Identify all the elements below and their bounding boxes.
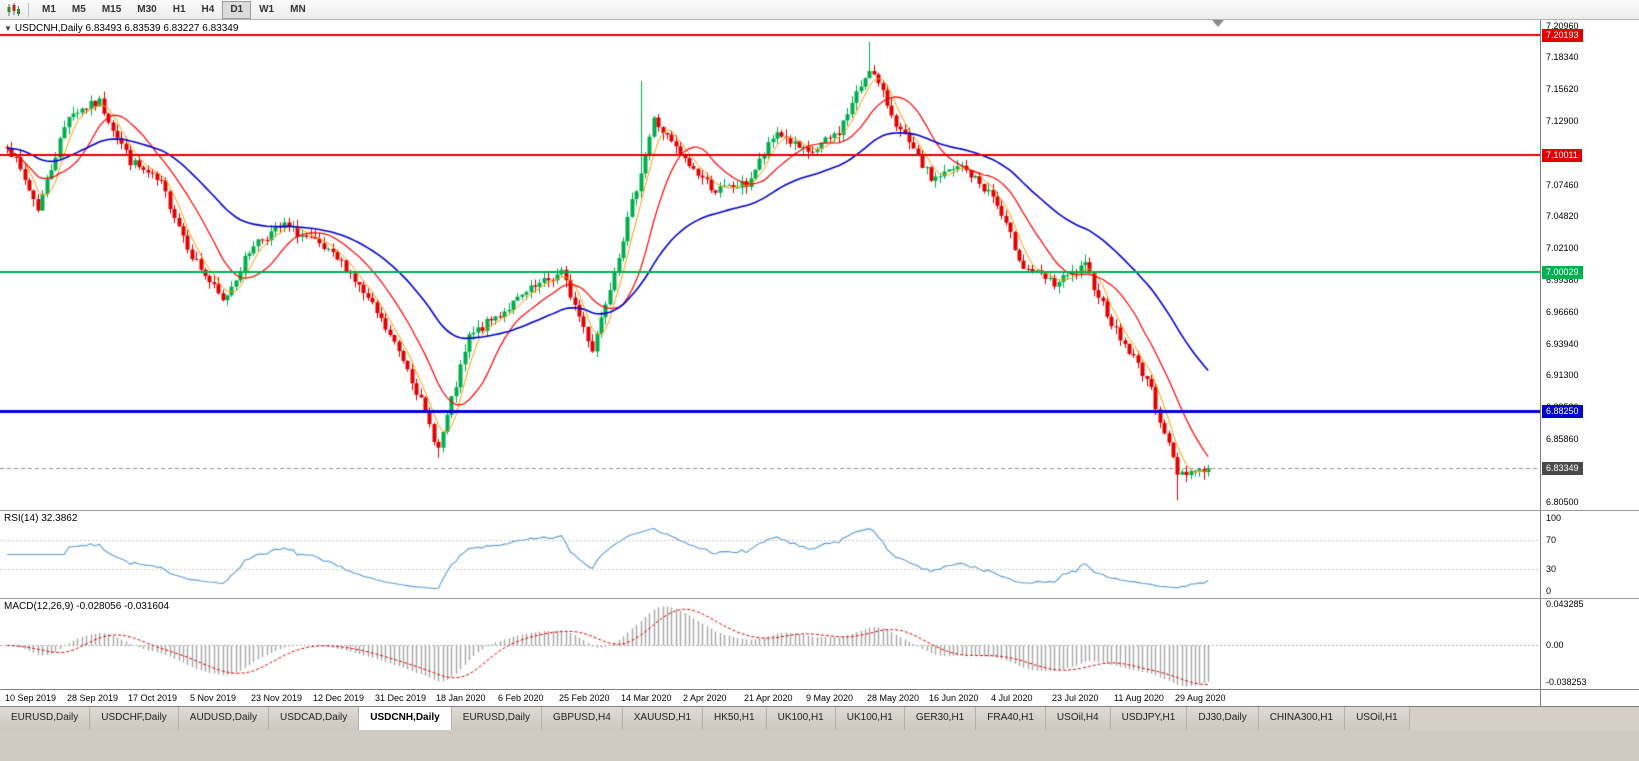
status-strip <box>0 730 1639 761</box>
level-price-badge: 7.10011 <box>1542 149 1582 162</box>
macd-tick: 0.00 <box>1546 640 1564 650</box>
chart-icon[interactable] <box>5 2 21 17</box>
chart-tab-usdjpy-h1[interactable]: USDJPY,H1 <box>1110 707 1188 730</box>
chart-tab-usdchf-daily[interactable]: USDCHF,Daily <box>90 707 179 730</box>
price-tick: 7.18340 <box>1546 52 1579 62</box>
chart-tab-uk100-h1[interactable]: UK100,H1 <box>835 707 905 730</box>
price-tick: 6.80500 <box>1546 497 1579 507</box>
price-tick: 6.93940 <box>1546 339 1579 349</box>
chart-tab-gbpusd-h4[interactable]: GBPUSD,H4 <box>541 707 623 730</box>
chart-title: ▼ USDCNH,Daily 6.83493 6.83539 6.83227 6.… <box>4 23 238 34</box>
macd-axis[interactable]: 0.043285 0.00 -0.038253 <box>1540 599 1639 689</box>
rsi-canvas[interactable] <box>0 511 1540 598</box>
timeframe-button-mn[interactable]: MN <box>290 3 306 15</box>
price-tick: 6.99380 <box>1546 275 1579 285</box>
timeframe-button-m30[interactable]: M30 <box>137 3 157 15</box>
price-tick: 6.85860 <box>1546 434 1579 444</box>
current-price-badge: 6.83349 <box>1542 462 1583 475</box>
date-label: 5 Nov 2019 <box>190 693 237 703</box>
price-tick: 7.20960 <box>1546 21 1579 31</box>
chart-tab-usoil-h4[interactable]: USOil,H4 <box>1045 707 1111 730</box>
price-tick: 6.96660 <box>1546 307 1579 317</box>
timeframe-button-h1[interactable]: H1 <box>172 3 186 15</box>
chart-tab-xauusd-h1[interactable]: XAUUSD,H1 <box>622 707 704 730</box>
chart-tab-usdcnh-daily[interactable]: USDCNH,Daily <box>359 707 452 730</box>
date-label: 9 May 2020 <box>806 693 854 703</box>
chart-tab-china300-h1[interactable]: CHINA300,H1 <box>1258 707 1346 730</box>
timeframe-button-m5[interactable]: M5 <box>71 3 86 15</box>
rsi-plot[interactable]: RSI(14) 32.3862 <box>0 511 1540 598</box>
rsi-axis[interactable]: 100 70 30 0 <box>1540 511 1639 598</box>
rsi-label: RSI(14) 32.3862 <box>4 513 78 524</box>
timeframe-button-m1[interactable]: M1 <box>42 3 56 15</box>
macd-plot[interactable]: MACD(12,26,9) -0.028056 -0.031604 <box>0 599 1540 689</box>
macd-tick: -0.038253 <box>1546 677 1587 687</box>
chart-tab-audusd-daily[interactable]: AUDUSD,Daily <box>178 707 270 730</box>
price-plot[interactable]: ▼ USDCNH,Daily 6.83493 6.83539 6.83227 6.… <box>0 20 1540 510</box>
date-label: 17 Oct 2019 <box>128 693 178 703</box>
date-label: 4 Jul 2020 <box>991 693 1033 703</box>
chart-tab-usoil-h1[interactable]: USOil,H1 <box>1345 707 1410 730</box>
date-label: 16 Jun 2020 <box>929 693 979 703</box>
timeframe-button-h4[interactable]: H4 <box>201 3 215 15</box>
macd-label: MACD(12,26,9) -0.028056 -0.031604 <box>4 601 170 612</box>
date-label: 28 Sep 2019 <box>67 693 119 703</box>
date-label: 11 Aug 2020 <box>1114 693 1164 703</box>
date-label: 21 Apr 2020 <box>744 693 793 703</box>
chart-tab-uk100-h1[interactable]: UK100,H1 <box>766 707 836 730</box>
rsi-panel: RSI(14) 32.3862 100 70 30 0 <box>0 510 1639 598</box>
toolbar-separator <box>28 2 29 17</box>
date-label: 6 Feb 2020 <box>498 693 544 703</box>
rsi-tick: 70 <box>1546 535 1557 545</box>
timeframe-button-w1[interactable]: W1 <box>259 3 275 15</box>
date-label: 18 Jan 2020 <box>436 693 486 703</box>
price-tick: 7.02100 <box>1546 243 1579 253</box>
date-label: 25 Feb 2020 <box>559 693 610 703</box>
chart-tabs: EURUSD,Daily USDCHF,Daily AUDUSD,Daily USDC… <box>0 706 1639 730</box>
rsi-tick: 30 <box>1546 564 1557 574</box>
chart-tab-eurusd-daily[interactable]: EURUSD,Daily <box>0 707 91 730</box>
price-axis[interactable]: 7.209607.183407.156207.129007.101807.074… <box>1540 20 1639 510</box>
price-tick: 7.15620 <box>1546 84 1579 94</box>
date-label: 28 May 2020 <box>867 693 920 703</box>
timeframe-button-d1[interactable]: D1 <box>222 0 252 19</box>
timeframe-button-m15[interactable]: M15 <box>101 3 122 15</box>
macd-panel: MACD(12,26,9) -0.028056 -0.031604 0.0432… <box>0 598 1639 689</box>
price-panel: ▼ USDCNH,Daily 6.83493 6.83539 6.83227 6.… <box>0 20 1639 510</box>
collapse-triangle-icon: ▼ <box>4 24 12 33</box>
date-label: 12 Dec 2019 <box>313 693 365 703</box>
axis-corner <box>1540 690 1639 706</box>
date-label: 29 Aug 2020 <box>1175 693 1226 703</box>
chart-tab-eurusd-daily[interactable]: EURUSD,Daily <box>451 707 542 730</box>
rsi-tick: 0 <box>1546 586 1552 596</box>
date-label: 23 Nov 2019 <box>251 693 303 703</box>
date-label: 23 Jul 2020 <box>1052 693 1099 703</box>
level-price-badge: 7.20193 <box>1542 29 1583 42</box>
chart-tab-usdcad-daily[interactable]: USDCAD,Daily <box>269 707 360 730</box>
price-tick: 7.12900 <box>1546 116 1579 126</box>
level-price-badge: 7.00029 <box>1542 266 1583 279</box>
date-label: 10 Sep 2019 <box>5 693 57 703</box>
time-axis-row: 10 Sep 2019 28 Sep 2019 17 Oct 2019 5 Nov 2… <box>0 689 1639 706</box>
level-price-badge: 6.88250 <box>1542 405 1583 418</box>
date-label: 31 Dec 2019 <box>375 693 427 703</box>
date-label: 2 Apr 2020 <box>683 693 727 703</box>
rsi-tick: 100 <box>1546 513 1562 523</box>
chart-tab-fra40-h1[interactable]: FRA40,H1 <box>976 707 1046 730</box>
toolbar: M1 M5 M15 M30 H1 H4 D1 W1 MN <box>0 0 1639 20</box>
chart-tab-dj30-daily[interactable]: DJ30,Daily <box>1187 707 1259 730</box>
price-tick: 7.07460 <box>1546 180 1579 190</box>
timeframe-buttons: M1 M5 M15 M30 H1 H4 D1 W1 MN <box>34 0 314 19</box>
chart-tab-hk50-h1[interactable]: HK50,H1 <box>703 707 767 730</box>
macd-canvas[interactable] <box>0 599 1540 689</box>
price-tick: 6.91300 <box>1546 370 1579 380</box>
price-tick: 7.04820 <box>1546 211 1579 221</box>
price-chart-canvas[interactable] <box>0 20 1540 510</box>
date-label: 14 Mar 2020 <box>621 693 672 703</box>
macd-tick: 0.043285 <box>1546 599 1584 609</box>
time-axis[interactable]: 10 Sep 2019 28 Sep 2019 17 Oct 2019 5 Nov 2… <box>0 690 1540 706</box>
chart-tab-ger30-h1[interactable]: GER30,H1 <box>904 707 977 730</box>
chart-title-text: USDCNH,Daily 6.83493 6.83539 6.83227 6.8… <box>14 23 239 34</box>
